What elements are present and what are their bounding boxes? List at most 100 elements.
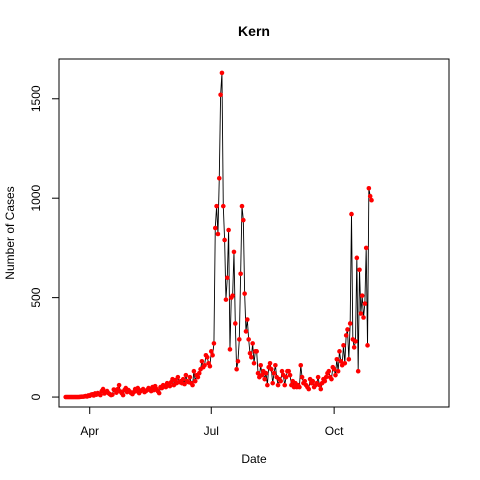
data-point [343, 333, 349, 338]
data-point [331, 366, 337, 372]
data-point [270, 380, 276, 386]
data-point [245, 317, 250, 322]
data-point [218, 92, 223, 98]
data-point [271, 370, 277, 376]
data-point [342, 360, 348, 366]
data-point [199, 358, 205, 364]
data-point [219, 70, 225, 76]
data-point [233, 321, 238, 326]
data-point [120, 392, 126, 398]
data-point [246, 337, 251, 342]
data-point [98, 392, 103, 398]
y-axis-label: Number of Cases [3, 186, 17, 279]
data-point [351, 345, 357, 350]
y-tick-label-2: 1000 [29, 185, 43, 212]
data-point [250, 341, 255, 346]
data-point [359, 293, 365, 298]
y-tick-label-0: 0 [29, 393, 43, 400]
data-point [222, 237, 227, 243]
y-tick-label-1: 500 [29, 287, 43, 307]
data-point [247, 351, 253, 356]
data-point [220, 203, 226, 209]
data-point [167, 383, 173, 389]
data-point [326, 368, 332, 374]
data-point [258, 362, 263, 368]
data-point [297, 384, 302, 390]
data-point [366, 185, 372, 191]
data-point [208, 349, 214, 354]
data-point [163, 384, 169, 390]
data-point [204, 354, 210, 360]
data-point [187, 374, 193, 380]
data-point [249, 354, 254, 360]
data-point [323, 374, 329, 380]
data-point [315, 374, 321, 380]
data-point [259, 372, 265, 378]
data-point [135, 385, 141, 391]
data-point [287, 372, 293, 378]
data-point [235, 358, 241, 364]
data-point [363, 245, 369, 251]
data-point [195, 374, 201, 380]
data-point [234, 366, 239, 372]
data-point [175, 374, 181, 380]
data-point [333, 372, 338, 378]
data-point [242, 291, 247, 296]
data-point [278, 378, 284, 384]
data-point [230, 293, 235, 298]
data-point [263, 370, 269, 376]
data-point [116, 382, 122, 388]
data-point [345, 327, 350, 332]
data-point [114, 390, 119, 395]
data-point [216, 176, 222, 181]
chart-title: Kern [238, 23, 270, 39]
data-point [254, 349, 259, 354]
data-point [358, 311, 364, 316]
data-point [212, 225, 218, 231]
x-tick-label-1: Jul [204, 424, 219, 438]
data-point [365, 343, 370, 348]
data-point [346, 356, 352, 362]
data-point [341, 343, 346, 348]
data-point [286, 368, 292, 374]
data-point [357, 267, 362, 273]
data-point [369, 197, 374, 203]
data-point [237, 337, 242, 342]
data-point [196, 370, 202, 376]
data-point [223, 297, 229, 302]
data-point [267, 360, 273, 366]
data-point [156, 390, 162, 396]
data-point [191, 368, 197, 374]
data-point [299, 374, 305, 380]
data-point [269, 366, 274, 372]
data-point [361, 315, 366, 320]
data-point [183, 372, 189, 378]
data-point [322, 378, 328, 384]
data-point [100, 386, 106, 392]
data-point [192, 378, 198, 384]
data-point [241, 217, 246, 223]
x-axis: Apr Jul Oct [80, 407, 344, 438]
x-tick-label-0: Apr [80, 424, 99, 438]
series-points-group [63, 70, 374, 400]
data-point [227, 347, 233, 352]
data-point [283, 374, 289, 380]
data-point [110, 392, 115, 397]
data-point [354, 255, 360, 261]
data-point [238, 271, 243, 277]
data-point [273, 362, 278, 368]
data-point [279, 368, 285, 374]
data-point [298, 362, 304, 368]
data-point [214, 203, 219, 209]
data-point [207, 363, 213, 369]
data-point [182, 381, 187, 387]
data-point [275, 382, 281, 388]
data-point [302, 378, 308, 384]
data-point [224, 275, 230, 281]
y-axis: 0 500 1000 1500 [29, 85, 59, 400]
data-point [211, 341, 217, 346]
data-point [306, 386, 312, 392]
y-tick-label-3: 1500 [29, 85, 43, 112]
data-point [226, 227, 231, 233]
